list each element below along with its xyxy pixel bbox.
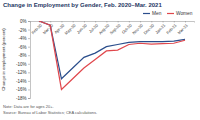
legend-label: Women: [176, 11, 193, 16]
y-tick: -4%: [18, 36, 30, 41]
series-line: [39, 21, 185, 89]
x-tick-label: Aug-20: [98, 22, 111, 35]
plot-area: [39, 21, 185, 89]
y-tick: -2%: [18, 27, 30, 32]
y-tick-label: -8%: [18, 53, 26, 58]
y-tick: -12%: [16, 70, 30, 75]
legend: Men Women: [143, 11, 193, 16]
y-tick: -14%: [16, 79, 30, 84]
note: Source: Bureau of Labor Statistics; CEA …: [3, 110, 97, 115]
y-tick-mark: [28, 30, 30, 31]
title: Change in Employment by Gender, Feb. 202…: [3, 2, 162, 8]
x-tick-mark: [118, 21, 119, 23]
x-tick-label: Feb-21: [165, 22, 178, 35]
y-tick: -10%: [16, 62, 30, 67]
x-tick: Feb-20: [30, 21, 43, 35]
x-tick: Sep-20: [109, 21, 122, 35]
x-tick-mark: [185, 21, 186, 23]
y-tick-mark: [28, 81, 30, 82]
y-tick-mark: [28, 64, 30, 65]
x-tick-label: Feb-20: [30, 22, 43, 35]
x-tick-label: Jan-21: [154, 22, 167, 35]
x-tick-mark: [61, 21, 62, 23]
x-tick-mark: [151, 21, 152, 23]
y-tick: 0%: [20, 19, 30, 24]
legend-swatch: [167, 13, 174, 14]
y-tick-mark: [28, 72, 30, 73]
y-tick-label: -10%: [16, 62, 27, 67]
y-tick-mark: [28, 89, 30, 90]
x-tick: Feb-21: [165, 21, 178, 35]
x-tick-label: Nov-20: [131, 22, 144, 35]
y-tick-label: -12%: [16, 70, 27, 75]
x-axis: Feb-20Mar-20Apr-20May-20Jun-20Jul-20Aug-…: [30, 21, 194, 36]
x-tick-mark: [84, 21, 85, 23]
x-tick-mark: [95, 21, 96, 23]
y-tick-label: -2%: [18, 27, 26, 32]
y-tick-label: -4%: [18, 36, 26, 41]
y-tick-mark: [28, 47, 30, 48]
chart: Change in Employment by Gender, Feb. 202…: [0, 0, 200, 120]
x-tick: May-20: [64, 21, 78, 36]
x-tick-mark: [163, 21, 164, 23]
x-axis-line: [31, 22, 195, 23]
y-tick: -6%: [18, 45, 30, 50]
x-tick-label: May-20: [64, 22, 78, 36]
y-tick-mark: [28, 21, 30, 22]
note: Note: Data are for ages 20+.: [3, 104, 54, 109]
y-tick-label: -14%: [16, 79, 27, 84]
y-axis-title: Change in employment (percent): [1, 28, 6, 91]
x-tick-label: Dec-20: [142, 22, 155, 35]
x-tick: Mar-21: [176, 21, 189, 35]
x-tick-label: Sep-20: [109, 22, 122, 35]
y-tick-mark: [28, 55, 30, 56]
x-tick-mark: [140, 21, 141, 23]
y-tick: -16%: [16, 87, 30, 92]
legend-swatch: [143, 13, 150, 14]
x-tick: Jun-20: [76, 21, 89, 35]
y-tick-label: 0%: [20, 19, 27, 24]
x-tick: Dec-20: [142, 21, 155, 35]
y-tick: -8%: [18, 53, 30, 58]
y-tick-label: -18%: [16, 96, 27, 101]
y-axis: 0% -2% -4% -6% -8% -10% -12% -14% -16% -18%: [16, 19, 31, 101]
x-tick-mark: [106, 21, 107, 23]
y-tick-label: -16%: [16, 87, 27, 92]
y-tick-mark: [28, 98, 30, 99]
x-tick-mark: [73, 21, 74, 23]
y-tick-mark: [28, 38, 30, 39]
legend-label: Men: [152, 11, 162, 16]
x-tick-mark: [174, 21, 175, 23]
series-line: [39, 21, 185, 79]
x-tick-label: Mar-21: [176, 22, 189, 35]
y-tick-label: -6%: [18, 45, 26, 50]
y-tick: -18%: [16, 96, 30, 101]
y-axis-line: [28, 22, 31, 99]
x-tick-mark: [129, 21, 130, 23]
x-tick-label: Jun-20: [76, 22, 89, 35]
x-tick-mark: [50, 21, 51, 23]
